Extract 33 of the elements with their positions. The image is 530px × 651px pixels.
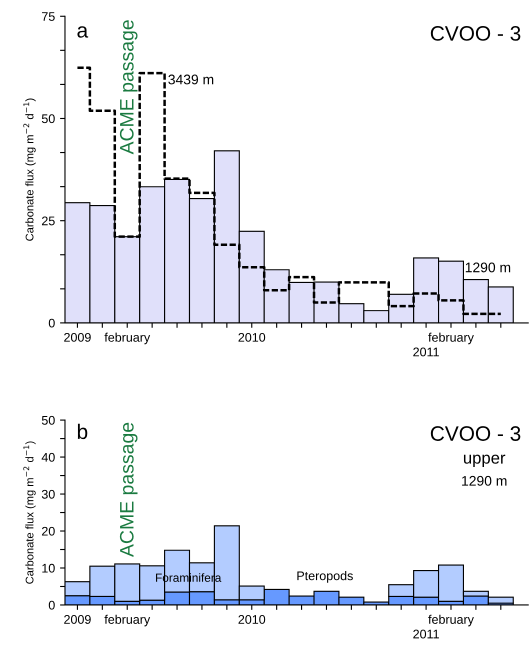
x-tick-label: 2011 [413, 630, 439, 638]
annotation: ACME passage [120, 422, 138, 557]
x-tick-label: february [428, 614, 474, 626]
y-tick-label: 0 [48, 600, 55, 610]
x-tick-label: 2011 [413, 348, 439, 356]
x-tick-label: 2009 [64, 332, 91, 342]
y-tick-label: 0 [48, 318, 55, 328]
annotation: ACME passage [120, 20, 138, 154]
text: upper [464, 454, 506, 468]
annotation: a [77, 26, 88, 38]
annotation: Pteropods [297, 571, 353, 583]
annotation: b [78, 424, 88, 440]
y-axis-title: Carbonate flux (mg m$^{−2}$ d$^{−1}$) [23, 441, 36, 584]
x-tick-label: 2010 [238, 615, 266, 624]
x-tick-label: february [428, 332, 474, 344]
y-tick-label: 20 [42, 526, 55, 536]
annotation: 1290 m [462, 476, 506, 486]
annotation: 3439 m [168, 74, 214, 84]
y-tick-label: 30 [42, 490, 55, 499]
x-tick-label: 2009 [64, 615, 91, 624]
y-axis-title: Carbonate flux (mg m$^{−2}$ d$^{−1}$) [23, 98, 36, 241]
y-tick-label: 40 [42, 452, 55, 462]
chart-title: CVOO - 3 [430, 426, 520, 441]
annotation: 1290 m [466, 262, 510, 272]
y-tick-label: 10 [42, 564, 55, 573]
y-tick-label: 50 [42, 114, 55, 124]
y-tick-label: 50 [42, 416, 55, 425]
x-tick-label: february [104, 332, 150, 344]
chart-title: CVOO - 3 [430, 26, 520, 41]
y-tick-label: 25 [42, 216, 55, 226]
x-tick-label: 2010 [238, 332, 266, 342]
y-tick-label: 75 [42, 12, 55, 21]
x-tick-label: february [104, 614, 150, 626]
